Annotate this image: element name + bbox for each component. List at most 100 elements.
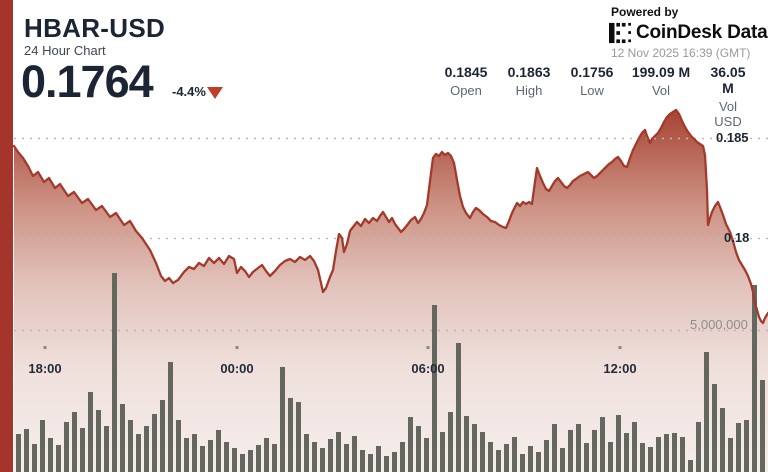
volume-bars bbox=[16, 273, 765, 472]
volume-bar bbox=[736, 423, 741, 472]
volume-bar bbox=[696, 422, 701, 472]
volume-bar bbox=[152, 414, 157, 472]
volume-bar bbox=[712, 384, 717, 472]
volume-bar bbox=[208, 440, 213, 472]
volume-bar bbox=[664, 434, 669, 472]
volume-bar bbox=[480, 432, 485, 472]
volume-bar bbox=[296, 402, 301, 472]
volume-bar bbox=[656, 437, 661, 472]
volume-bar bbox=[760, 380, 765, 472]
stat-vol: 199.09 M Vol bbox=[632, 64, 690, 98]
coindesk-logo-icon bbox=[609, 22, 631, 44]
volume-bar bbox=[592, 430, 597, 472]
stat-vol-usd: 36.05 M Vol USD bbox=[708, 64, 748, 129]
volume-bar bbox=[728, 438, 733, 472]
timestamp: 12 Nov 2025 16:39 (GMT) bbox=[611, 46, 751, 60]
volume-bar bbox=[24, 429, 29, 472]
volume-bar bbox=[176, 420, 181, 472]
x-tick-mark bbox=[618, 346, 622, 349]
volume-bar bbox=[528, 446, 533, 472]
volume-bar bbox=[688, 460, 693, 472]
volume-bar bbox=[88, 392, 93, 472]
volume-bar bbox=[264, 438, 269, 472]
volume-bar bbox=[240, 454, 245, 472]
brand-name: CoinDesk Data bbox=[636, 22, 768, 43]
x-axis-label-1800: 18:00 bbox=[28, 361, 62, 376]
volume-bar bbox=[544, 440, 549, 472]
volume-bar bbox=[304, 434, 309, 472]
volume-bar bbox=[400, 442, 405, 472]
stat-high-value: 0.1863 bbox=[507, 64, 551, 80]
volume-bar bbox=[80, 428, 85, 472]
volume-bar bbox=[368, 454, 373, 472]
y-axis-label-0185: 0.185 bbox=[716, 130, 749, 145]
volume-bar bbox=[512, 437, 517, 472]
price-change: -4.4% bbox=[172, 84, 206, 99]
volume-bar bbox=[440, 432, 445, 472]
branding: CoinDesk Data bbox=[608, 22, 768, 44]
x-axis-label-1200: 12:00 bbox=[603, 361, 637, 376]
volume-bar bbox=[256, 445, 261, 472]
stat-high: 0.1863 High bbox=[508, 64, 551, 98]
volume-bar bbox=[280, 367, 285, 472]
volume-bar bbox=[424, 438, 429, 472]
volume-bar bbox=[112, 273, 117, 472]
volume-bar bbox=[600, 417, 605, 472]
volume-bar bbox=[104, 426, 109, 472]
volume-bar bbox=[744, 420, 749, 472]
volume-bar bbox=[328, 439, 333, 472]
stat-open: 0.1845 Open bbox=[445, 64, 488, 98]
stat-high-label: High bbox=[515, 83, 543, 98]
volume-bar bbox=[192, 434, 197, 472]
volume-bar bbox=[384, 456, 389, 472]
volume-bar bbox=[200, 446, 205, 472]
volume-bar bbox=[584, 443, 589, 472]
stat-open-label: Open bbox=[450, 83, 482, 98]
stat-low-value: 0.1756 bbox=[570, 64, 614, 80]
volume-bar bbox=[464, 416, 469, 472]
x-axis-label-0600: 06:00 bbox=[411, 361, 445, 376]
price-area-fill bbox=[14, 110, 768, 472]
volume-bar bbox=[536, 452, 541, 472]
chart-subtitle: 24 Hour Chart bbox=[24, 43, 106, 58]
volume-bar bbox=[232, 448, 237, 472]
volume-bar bbox=[568, 430, 573, 472]
gridlines bbox=[14, 137, 768, 332]
volume-bar bbox=[552, 424, 557, 472]
volume-bar bbox=[48, 438, 53, 472]
stat-open-value: 0.1845 bbox=[444, 64, 488, 80]
volume-bar bbox=[408, 417, 413, 472]
volume-bar bbox=[488, 442, 493, 472]
volume-bar bbox=[120, 404, 125, 472]
volume-bar bbox=[224, 442, 229, 472]
volume-bar bbox=[168, 362, 173, 472]
volume-bar bbox=[360, 450, 365, 472]
volume-bar bbox=[720, 408, 725, 472]
stat-vol-usd-label: Vol USD bbox=[714, 99, 742, 129]
volume-bar bbox=[560, 448, 565, 472]
volume-bar bbox=[632, 422, 637, 472]
volume-bar bbox=[576, 424, 581, 472]
volume-bar bbox=[344, 444, 349, 472]
volume-bar bbox=[624, 433, 629, 472]
volume-bar bbox=[56, 445, 61, 472]
volume-bar bbox=[608, 442, 613, 472]
price-line bbox=[12, 108, 768, 325]
stat-vol-usd-value: 36.05 M bbox=[710, 64, 746, 96]
volume-bar bbox=[320, 448, 325, 472]
volume-bar bbox=[520, 454, 525, 472]
volume-bar bbox=[680, 437, 685, 472]
volume-bar bbox=[128, 420, 133, 472]
volume-bar bbox=[160, 400, 165, 472]
volume-bar bbox=[616, 415, 621, 472]
volume-bar bbox=[144, 426, 149, 472]
volume-bar bbox=[704, 352, 709, 472]
powered-by-label: Powered by bbox=[611, 5, 679, 19]
volume-bar bbox=[72, 412, 77, 472]
x-tick-mark bbox=[43, 346, 47, 349]
volume-bar bbox=[248, 450, 253, 472]
volume-bar bbox=[640, 443, 645, 472]
volume-bar bbox=[392, 452, 397, 472]
current-price: 0.1764 bbox=[21, 56, 154, 107]
